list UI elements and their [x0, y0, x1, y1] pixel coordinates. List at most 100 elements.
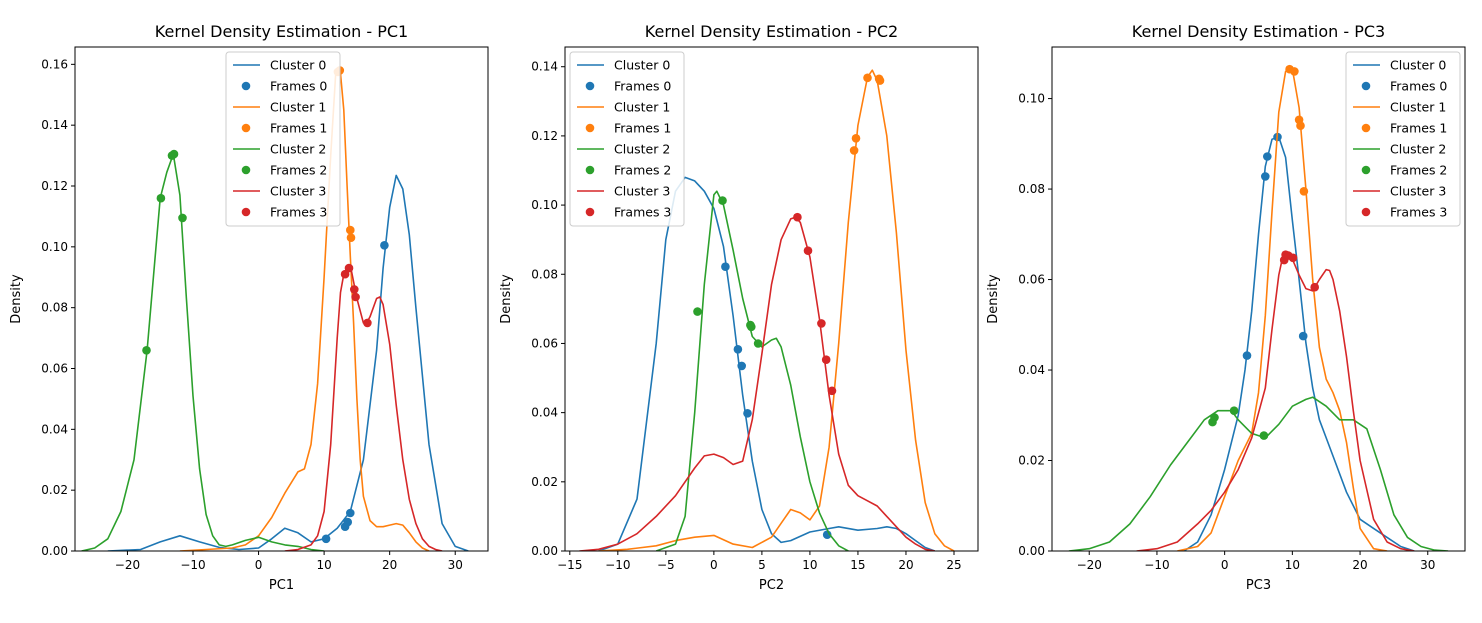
y-tick-label: 0.04 [1018, 363, 1045, 377]
legend-marker-swatch [585, 123, 595, 133]
x-tick-label: −20 [115, 558, 140, 572]
frame-point-frames-1 [849, 146, 859, 155]
kde-line-cluster-1 [598, 69, 955, 551]
y-tick-label: 0.06 [531, 336, 558, 350]
legend-marker-swatch [1361, 165, 1371, 175]
x-tick-label: 20 [382, 558, 397, 572]
legend-label: Cluster 0 [270, 58, 326, 73]
legend-marker-swatch [241, 123, 251, 133]
frame-point-frames-1 [1290, 67, 1299, 76]
x-tick-label: 25 [946, 558, 961, 572]
legend-label: Cluster 3 [614, 184, 670, 199]
legend-label: Frames 0 [270, 79, 327, 94]
legend-label: Frames 3 [270, 205, 327, 220]
y-tick-label: 0.10 [531, 198, 558, 212]
frame-point-frames-3 [827, 386, 837, 396]
y-tick-label: 0.02 [531, 475, 558, 489]
plot-area [1068, 64, 1449, 551]
frame-point-frames-3 [351, 292, 360, 302]
y-tick-label: 0.08 [41, 301, 68, 315]
legend-label: Frames 3 [614, 205, 671, 220]
frame-point-frames-3 [363, 318, 372, 328]
axes-frame [564, 46, 979, 552]
y-tick-label: 0.04 [41, 422, 68, 436]
panels: −20 −10 0 10 20 30 0.00 0.02 0.04 0.06 0.08 0.10 0.1… [9, 22, 1466, 593]
kde-line-cluster-0 [1183, 136, 1415, 551]
legend-label: Frames 2 [270, 163, 327, 178]
frame-point-frames-0 [721, 262, 730, 272]
frame-point-frames-2 [178, 213, 187, 223]
kde-line-cluster-3 [1136, 253, 1415, 551]
x-tick-label: −10 [180, 558, 205, 572]
y-tick-label: 0.10 [1018, 92, 1045, 106]
legend-marker-swatch [1361, 123, 1371, 133]
legend-label: Frames 2 [1390, 163, 1447, 178]
legend: Cluster 0 Frames 0 Cluster 1 Frames 1 Cluste… [1345, 51, 1461, 227]
frame-point-frames-0 [1242, 351, 1252, 360]
legend-label: Cluster 2 [1390, 142, 1446, 157]
x-tick-label: 15 [850, 558, 865, 572]
x-tick-label: 30 [448, 558, 463, 572]
chart-title: Kernel Density Estimation - PC2 [645, 22, 898, 41]
y-axis-label: Density [986, 274, 1001, 324]
legend-marker-swatch [585, 207, 595, 217]
frame-point-frames-0 [733, 345, 743, 354]
x-tick-label: −20 [1077, 558, 1102, 572]
kde-line-cluster-2 [655, 190, 849, 551]
frame-point-frames-2 [1210, 413, 1219, 422]
frame-point-frames-2 [753, 339, 763, 348]
frame-point-frames-2 [693, 307, 702, 316]
frame-point-frames-2 [169, 149, 179, 159]
x-tick-label: 20 [1352, 558, 1367, 572]
frame-point-frames-0 [346, 508, 355, 518]
kde-line-cluster-3 [284, 264, 443, 551]
legend-marker-swatch [585, 81, 595, 91]
y-tick-label: 0.06 [41, 362, 68, 376]
frame-point-frames-0 [743, 409, 752, 418]
x-tick-label: 30 [1420, 558, 1435, 572]
x-tick-label: 0 [1221, 558, 1229, 572]
frame-point-frames-0 [380, 241, 389, 250]
legend-label: Cluster 2 [614, 142, 670, 157]
kde-line-cluster-3 [579, 216, 935, 551]
frame-point-frames-1 [851, 134, 861, 143]
frame-point-frames-3 [793, 212, 802, 222]
y-tick-label: 0.12 [531, 129, 558, 143]
y-tick-label: 0.00 [531, 544, 558, 558]
frame-point-frames-1 [1296, 121, 1305, 130]
frame-point-frames-3 [817, 319, 826, 328]
legend-label: Frames 0 [1390, 79, 1447, 94]
frame-point-frames-0 [343, 517, 353, 527]
legend-label: Cluster 3 [270, 184, 326, 199]
y-tick-label: 0.06 [1018, 273, 1045, 287]
legend-label: Cluster 3 [1390, 184, 1446, 199]
legend-marker-swatch [1361, 81, 1371, 91]
x-tick-label: 0 [710, 558, 718, 572]
x-tick-label: 10 [802, 558, 817, 572]
kde-line-cluster-2 [81, 153, 325, 551]
frame-point-frames-3 [821, 355, 831, 365]
y-tick-label: 0.14 [531, 60, 558, 74]
frame-point-frames-0 [737, 361, 746, 371]
axes-frame [1051, 46, 1466, 552]
legend: Cluster 0 Frames 0 Cluster 1 Frames 1 Cluste… [569, 51, 685, 227]
frame-point-frames-2 [718, 196, 727, 205]
frame-point-frames-2 [1259, 431, 1269, 440]
legend-label: Cluster 0 [614, 58, 670, 73]
frame-point-frames-1 [863, 73, 872, 83]
y-axis-label: Density [9, 274, 24, 324]
x-tick-label: −10 [1144, 558, 1169, 572]
frame-point-frames-2 [747, 322, 756, 332]
y-tick-label: 0.08 [531, 267, 558, 281]
x-tick-label: 20 [898, 558, 913, 572]
x-tick-label: −10 [605, 558, 630, 572]
frame-point-frames-1 [346, 225, 355, 235]
y-tick-label: 0.00 [41, 544, 68, 558]
y-tick-label: 0.14 [41, 118, 68, 132]
kde-line-cluster-0 [107, 174, 469, 551]
x-tick-label: 10 [1285, 558, 1300, 572]
x-tick-label: 10 [316, 558, 331, 572]
chart-panel-2: −15 −10 −5 0 5 10 15 20 25 0.00 0.02 0.04 0.06 0.08 0.… [499, 22, 979, 593]
y-tick-label: 0.04 [531, 406, 558, 420]
frame-point-frames-3 [803, 246, 813, 255]
